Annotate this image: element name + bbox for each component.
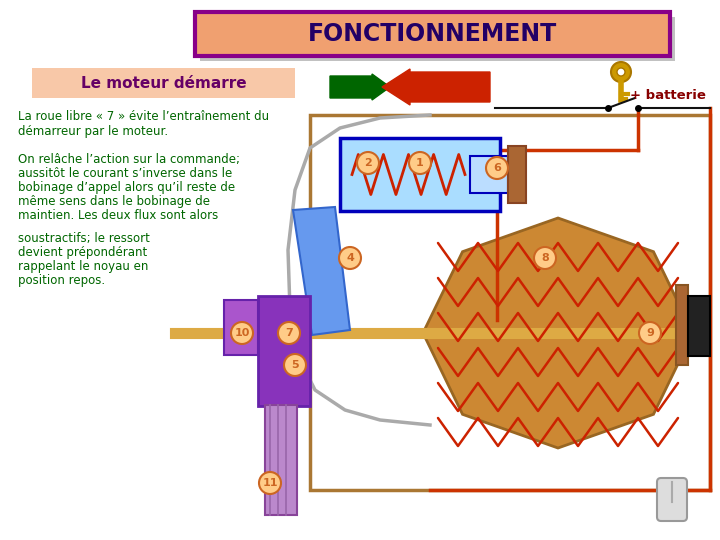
Bar bbox=[676, 285, 688, 365]
Text: Le moteur démarre: Le moteur démarre bbox=[81, 76, 246, 91]
Text: position repos.: position repos. bbox=[18, 274, 105, 287]
Text: bobinage d’appel alors qu’il reste de: bobinage d’appel alors qu’il reste de bbox=[18, 181, 235, 194]
Polygon shape bbox=[423, 218, 693, 448]
Circle shape bbox=[534, 247, 556, 269]
Text: On relâche l’action sur la commande;: On relâche l’action sur la commande; bbox=[18, 153, 240, 166]
Text: même sens dans le bobinage de: même sens dans le bobinage de bbox=[18, 195, 210, 208]
Text: 4: 4 bbox=[346, 253, 354, 263]
Text: maintien. Les deux flux sont alors: maintien. Les deux flux sont alors bbox=[18, 209, 218, 222]
Text: démarreur par le moteur.: démarreur par le moteur. bbox=[18, 125, 168, 138]
FancyArrow shape bbox=[330, 74, 390, 100]
Circle shape bbox=[231, 322, 253, 344]
Text: devient prépondérant: devient prépondérant bbox=[18, 246, 148, 259]
Text: FONCTIONNEMENT: FONCTIONNEMENT bbox=[308, 22, 557, 46]
FancyBboxPatch shape bbox=[657, 478, 687, 521]
Polygon shape bbox=[293, 207, 350, 335]
Bar bbox=[688, 296, 710, 356]
Text: 5: 5 bbox=[291, 360, 299, 370]
Text: soustractifs; le ressort: soustractifs; le ressort bbox=[18, 232, 150, 245]
Bar bbox=[508, 146, 526, 203]
Text: + batterie: + batterie bbox=[630, 89, 706, 102]
Circle shape bbox=[357, 152, 379, 174]
Text: 2: 2 bbox=[364, 158, 372, 168]
Bar bbox=[32, 68, 295, 98]
Circle shape bbox=[339, 247, 361, 269]
FancyArrow shape bbox=[382, 69, 490, 105]
Bar bbox=[258, 296, 310, 406]
Text: 11: 11 bbox=[262, 478, 278, 488]
Text: rappelant le noyau en: rappelant le noyau en bbox=[18, 260, 148, 273]
Bar bbox=[340, 138, 500, 211]
Bar bbox=[265, 405, 297, 515]
Text: aussitôt le courant s’inverse dans le: aussitôt le courant s’inverse dans le bbox=[18, 167, 233, 180]
Circle shape bbox=[617, 68, 625, 76]
Text: La roue libre « 7 » évite l’entraînement du: La roue libre « 7 » évite l’entraînement… bbox=[18, 110, 269, 123]
Text: 1: 1 bbox=[416, 158, 424, 168]
Circle shape bbox=[486, 157, 508, 179]
Text: 7: 7 bbox=[285, 328, 293, 338]
Text: 8: 8 bbox=[541, 253, 549, 263]
Bar bbox=[200, 17, 675, 61]
Circle shape bbox=[409, 152, 431, 174]
Circle shape bbox=[259, 472, 281, 494]
Circle shape bbox=[278, 322, 300, 344]
Text: 9: 9 bbox=[646, 328, 654, 338]
Bar bbox=[470, 156, 508, 193]
Circle shape bbox=[284, 354, 306, 376]
Bar bbox=[310, 115, 710, 490]
Text: 6: 6 bbox=[493, 163, 501, 173]
Circle shape bbox=[639, 322, 661, 344]
Circle shape bbox=[611, 62, 631, 82]
Bar bbox=[195, 12, 670, 56]
Text: 10: 10 bbox=[234, 328, 250, 338]
Bar bbox=[224, 300, 258, 355]
